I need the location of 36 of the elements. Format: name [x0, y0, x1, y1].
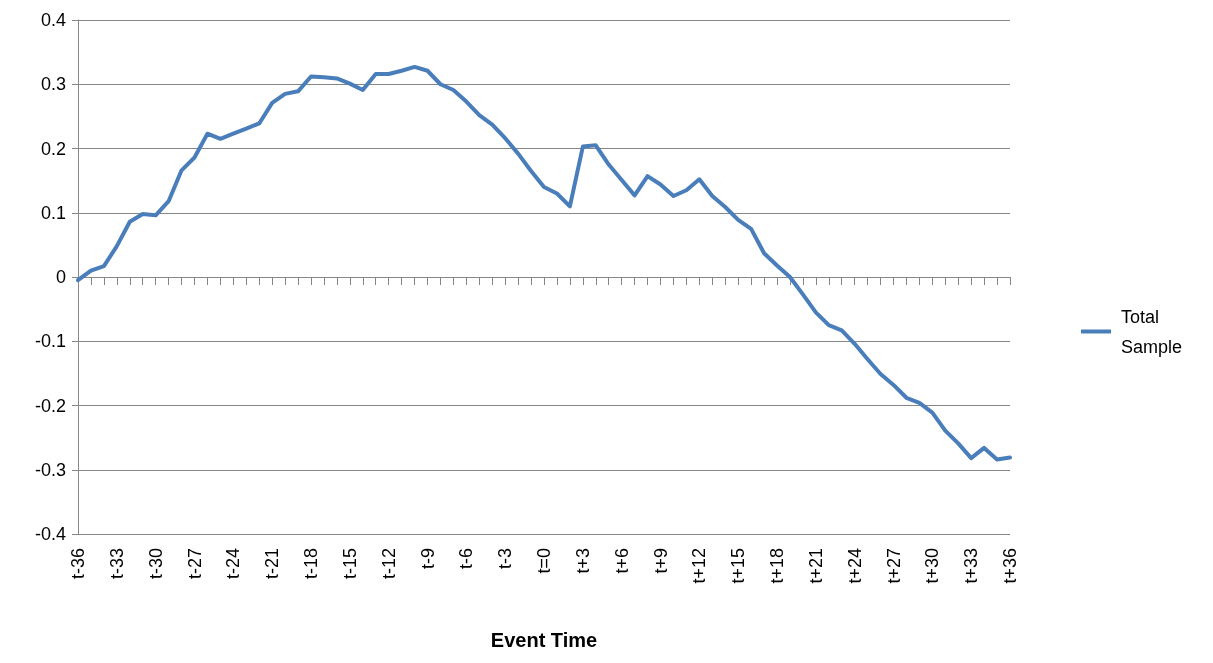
x-tick-label: t+12 — [689, 548, 710, 584]
x-tick-label: t-36 — [68, 548, 88, 580]
x-tick-label: t+9 — [650, 548, 671, 574]
x-tick-label: t+18 — [767, 548, 787, 584]
x-tick-label: t-18 — [301, 548, 321, 580]
x-axis-title: Event Time — [490, 629, 598, 651]
x-tick-label: t+6 — [611, 548, 632, 574]
y-tick-label: -0.4 — [34, 524, 66, 544]
y-tick-label: 0 — [55, 267, 66, 287]
x-tick-label: t-3 — [495, 548, 516, 570]
x-tick-label: t-9 — [417, 548, 438, 570]
x-tick-label: t-30 — [145, 548, 166, 580]
x-tick-label: t+24 — [844, 548, 865, 584]
x-tick-label: t+36 — [1000, 548, 1020, 584]
x-tick-label: t-6 — [456, 548, 477, 570]
y-tick-label: -0.2 — [34, 395, 66, 416]
y-tick-label: -0.1 — [34, 331, 66, 352]
x-tick-label: t-33 — [106, 548, 127, 580]
y-tick-label: -0.3 — [34, 459, 66, 480]
y-tick-label: 0.4 — [40, 10, 66, 30]
x-tick-label: t+15 — [728, 548, 749, 584]
y-tick-label: 0.2 — [40, 138, 66, 159]
x-tick-label: t-21 — [262, 548, 283, 580]
x-tick-label: t=0 — [534, 548, 554, 574]
y-tick-label: 0.3 — [40, 74, 66, 95]
x-tick-label: t-15 — [339, 548, 360, 580]
x-tick-label: t+30 — [922, 548, 943, 584]
y-tick-label: 0.1 — [40, 202, 66, 223]
x-tick-label: t+33 — [961, 548, 982, 584]
x-tick-label: t-12 — [378, 548, 399, 580]
x-tick-label: t+21 — [805, 548, 826, 584]
x-tick-label: t+3 — [572, 548, 593, 574]
legend-label: Total Sample — [1121, 306, 1183, 357]
x-tick-label: t-24 — [223, 548, 244, 580]
x-tick-label: t+27 — [883, 548, 904, 584]
x-tick-label: t-27 — [184, 548, 205, 580]
